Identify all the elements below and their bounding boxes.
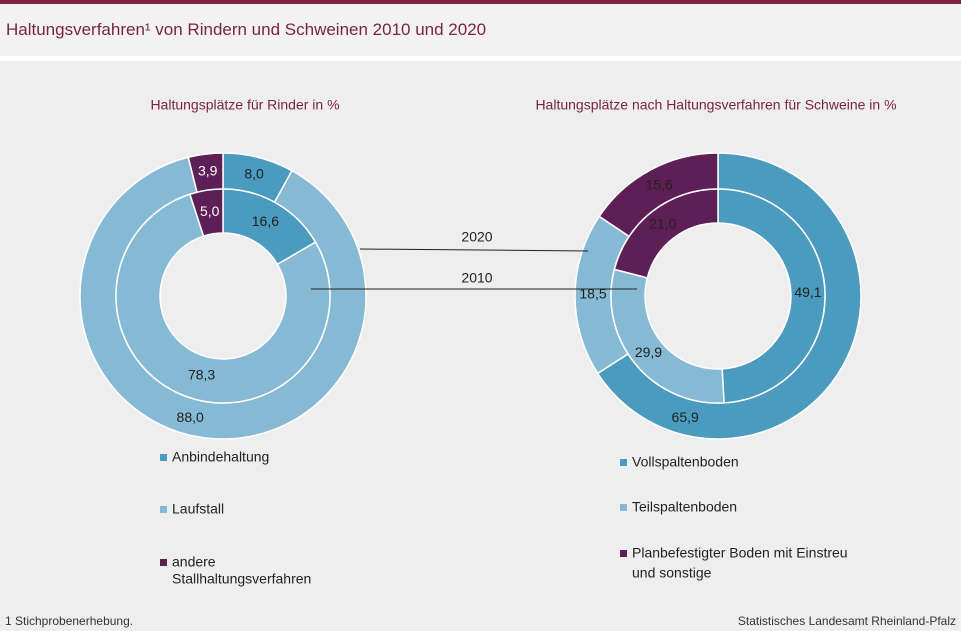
rinder-slice-2010-3 — [188, 188, 224, 238]
rinder-label-2010-1: 16,6 — [252, 213, 279, 229]
schweine-slice-2010-3 — [613, 188, 719, 279]
schweine-slice-2010-1 — [717, 188, 826, 404]
schweine-legend-swatch-1 — [620, 459, 627, 466]
schweine-legend-swatch-3 — [620, 550, 627, 557]
chart-area: Haltungsplätze für Rinder in % 8,0 88,0 3,9… — [0, 61, 961, 631]
rinder-legend-label-1: Anbindehaltung — [172, 449, 269, 465]
top-rule — [0, 0, 961, 4]
rinder-legend-swatch-3 — [160, 559, 167, 566]
source-note: Statistisches Landesamt Rheinland-Pfalz — [737, 614, 956, 628]
rinder-label-2020-2: 88,0 — [177, 409, 204, 425]
schweine-legend-label-2: Teilspaltenboden — [632, 499, 737, 515]
schweine-label-2010-3: 21,0 — [649, 216, 676, 232]
rinder-slice-2010-2 — [115, 193, 331, 404]
rinder-label-2020-1: 8,0 — [244, 166, 264, 182]
rinder-legend-label-2: Laufstall — [172, 501, 224, 517]
rinder-legend-label-3: andere — [172, 554, 216, 570]
chart-svg: Haltungsplätze für Rinder in % 8,0 88,0 3,9… — [79, 97, 897, 587]
rinder-label-2010-2: 78,3 — [188, 367, 215, 383]
ring-label-2010: 2010 — [461, 270, 492, 286]
schweine-label-2010-1: 49,1 — [794, 284, 821, 300]
schweine-legend-label-3-line-2: und sonstige — [632, 565, 712, 581]
rinder-label-2020-3: 3,9 — [198, 163, 218, 179]
schweine-label-2010-2: 29,9 — [635, 344, 662, 360]
schweine-legend-swatch-2 — [620, 504, 627, 511]
schweine-label-2020-1: 65,9 — [672, 409, 699, 425]
rinder-label-2010-3: 5,0 — [200, 203, 220, 219]
footnote: 1 Stichprobenerhebung. — [5, 614, 134, 628]
schweine-legend-label-3: Planbefestigter Boden mit Einstreu — [632, 545, 848, 561]
ring-label-2020: 2020 — [461, 229, 492, 245]
header: Haltungsverfahren¹ von Rindern und Schwe… — [0, 4, 961, 56]
ring-connector-2020 — [359, 248, 589, 252]
schweine-label-2020-2: 18,5 — [579, 286, 606, 302]
rinder-legend-swatch-2 — [160, 506, 167, 513]
rinder-chart-title: Haltungsplätze für Rinder in % — [150, 97, 339, 113]
rinder-legend-label-3-line-2: Stallhaltungsverfahren — [172, 571, 311, 587]
schweine-chart-title: Haltungsplätze nach Haltungsverfahren fü… — [535, 97, 896, 113]
schweine-label-2020-3: 15,6 — [646, 176, 673, 192]
schweine-legend-label-1: Vollspaltenboden — [632, 454, 739, 470]
page-title: Haltungsverfahren¹ von Rindern und Schwe… — [6, 20, 487, 39]
rinder-legend-swatch-1 — [160, 454, 167, 461]
